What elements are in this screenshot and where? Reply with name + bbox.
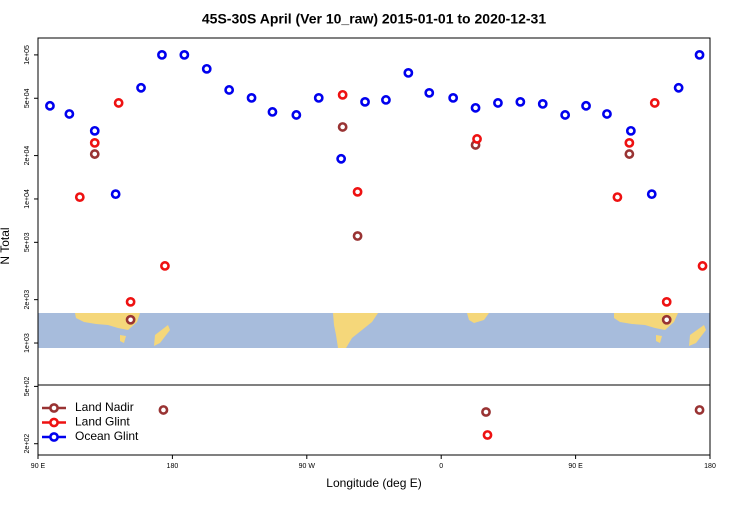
- point: [160, 261, 170, 271]
- legend-label: Land Nadir: [75, 400, 134, 414]
- point: [482, 430, 493, 440]
- point: [694, 405, 705, 415]
- point: [694, 49, 705, 60]
- y-tick-label: 1e+05: [24, 45, 31, 65]
- point: [89, 137, 100, 148]
- point: [224, 85, 235, 95]
- point: [136, 82, 146, 93]
- point: [352, 186, 363, 197]
- y-tick-label: 1e+04: [24, 189, 31, 209]
- x-tick-label: 90 W: [299, 463, 316, 470]
- point: [448, 92, 459, 103]
- land: [656, 335, 662, 343]
- point: [110, 189, 121, 200]
- point: [45, 100, 55, 111]
- x-tick-label: 90 E: [568, 463, 583, 470]
- point: [697, 261, 708, 271]
- point: [360, 96, 370, 107]
- point: [89, 125, 100, 136]
- point: [157, 49, 167, 60]
- land: [614, 313, 678, 330]
- point: [113, 98, 124, 108]
- land: [75, 313, 140, 330]
- point: [581, 100, 591, 111]
- y-tick-label: 2e+02: [24, 434, 31, 454]
- x-tick-label: 180: [704, 463, 716, 470]
- land: [120, 335, 126, 343]
- point: [624, 137, 635, 148]
- y-tick-label: 5e+04: [24, 88, 31, 108]
- land: [689, 325, 706, 346]
- point: [472, 134, 482, 144]
- point: [661, 296, 672, 307]
- point: [646, 189, 657, 200]
- point: [537, 98, 548, 109]
- point: [291, 110, 302, 120]
- point: [624, 149, 635, 159]
- point: [201, 63, 212, 74]
- point: [673, 82, 684, 93]
- chart-title: 45S-30S April (Ver 10_raw) 2015-01-01 to…: [202, 11, 546, 27]
- point: [493, 98, 503, 108]
- land: [467, 313, 489, 323]
- point: [515, 96, 526, 107]
- point: [612, 192, 623, 203]
- point: [125, 296, 136, 307]
- legend-marker: [49, 403, 59, 413]
- x-tick-label: 90 E: [31, 463, 46, 470]
- land: [333, 313, 378, 348]
- plot-frame: [37, 37, 711, 456]
- point: [158, 405, 169, 415]
- point: [64, 109, 75, 119]
- land: [154, 325, 170, 346]
- point: [179, 49, 190, 60]
- legend-label: Ocean Glint: [75, 429, 139, 443]
- y-tick-label: 2e+03: [24, 290, 31, 310]
- point: [661, 314, 672, 325]
- point: [649, 98, 660, 108]
- y-tick-label: 5e+03: [24, 232, 31, 252]
- point: [246, 92, 257, 103]
- point: [424, 87, 435, 98]
- y-tick-label: 5e+02: [24, 376, 31, 396]
- point: [470, 102, 481, 113]
- point: [267, 107, 278, 117]
- point: [337, 122, 348, 132]
- point: [403, 67, 414, 78]
- map-background: [38, 313, 710, 348]
- legend-marker: [49, 417, 59, 428]
- point: [89, 149, 100, 159]
- y-axis-label: N Total: [0, 227, 12, 264]
- point: [74, 192, 85, 203]
- point: [625, 125, 636, 136]
- point: [481, 407, 491, 417]
- point: [125, 314, 136, 325]
- y-tick-label: 1e+03: [24, 333, 31, 353]
- x-tick-label: 180: [167, 463, 179, 470]
- x-tick-label: 0: [439, 463, 443, 470]
- point: [560, 110, 571, 120]
- point: [337, 89, 348, 100]
- point: [602, 109, 612, 119]
- point: [336, 153, 347, 164]
- point: [352, 231, 363, 241]
- y-tick-label: 2e+04: [24, 146, 31, 166]
- x-axis-label: Longitude (deg E): [326, 476, 421, 490]
- point: [381, 95, 391, 105]
- legend-label: Land Glint: [75, 415, 130, 429]
- point: [313, 92, 324, 103]
- legend-marker: [49, 432, 59, 442]
